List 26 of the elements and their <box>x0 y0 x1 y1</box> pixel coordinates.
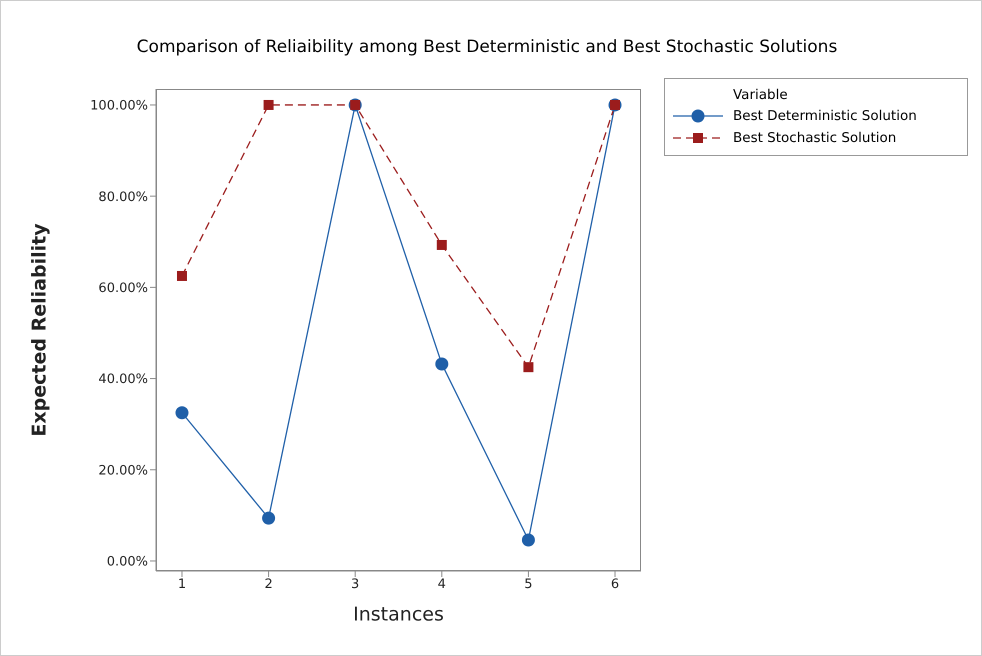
y-tick-label: 60.00% <box>98 280 148 296</box>
x-tick-label: 4 <box>438 577 446 592</box>
x-tick-label: 2 <box>264 577 273 592</box>
y-axis-title: Expected Reliability <box>28 222 51 437</box>
y-tick-label: 100.00% <box>90 98 148 114</box>
point <box>523 362 534 372</box>
point <box>262 512 276 525</box>
point <box>175 406 188 420</box>
x-tick-label: 1 <box>178 577 186 592</box>
y-tick-label: 20.00% <box>98 463 148 478</box>
x-tick-label: 3 <box>351 577 360 592</box>
point <box>522 533 535 546</box>
point <box>435 357 448 370</box>
point <box>264 100 274 110</box>
legend-title: Variable <box>733 87 789 103</box>
x-tick-label: 5 <box>524 577 533 592</box>
legend-label: Best Deterministic Solution <box>733 108 917 124</box>
y-tick-label: 40.00% <box>98 372 148 388</box>
point <box>176 270 187 281</box>
point <box>436 240 447 250</box>
x-tick-label: 6 <box>610 577 620 592</box>
x-axis-title: Instances <box>353 603 444 626</box>
chart-title: Comparison of Reliaibility among Best Deterministic and Best Stochastic Solutions <box>136 37 838 57</box>
legend-label: Best Stochastic Solution <box>733 130 896 146</box>
y-tick-label: 0.00% <box>106 554 148 570</box>
y-tick-label: 80.00% <box>98 190 148 205</box>
